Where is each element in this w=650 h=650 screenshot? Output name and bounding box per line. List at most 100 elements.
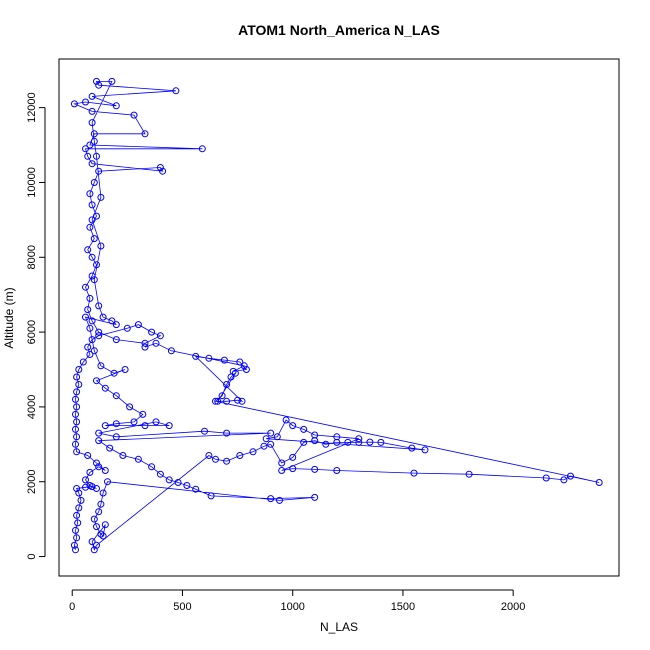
data-point <box>267 495 275 503</box>
data-point <box>223 381 231 388</box>
data-point <box>84 246 92 254</box>
data-point <box>84 306 92 314</box>
data-point <box>93 152 100 160</box>
y-tick-label: 6000 <box>26 320 38 344</box>
data-point <box>93 523 100 531</box>
data-point <box>108 317 116 325</box>
data-point <box>86 482 94 489</box>
data-point <box>156 332 164 340</box>
data-point <box>205 354 213 362</box>
data-point <box>95 81 103 89</box>
data-point <box>106 444 114 452</box>
data-point <box>74 519 82 527</box>
data-point <box>101 384 109 392</box>
data-point <box>72 410 79 418</box>
data-point <box>75 366 83 373</box>
data-point <box>207 492 215 500</box>
data-point <box>82 313 89 321</box>
data-point <box>72 440 79 448</box>
data-point <box>82 483 89 491</box>
data-point <box>95 508 103 516</box>
data-point <box>90 276 98 284</box>
data-point <box>192 485 200 493</box>
y-tick-label: 4000 <box>26 395 38 419</box>
data-point <box>366 438 374 446</box>
data-point <box>112 336 120 344</box>
data-point <box>73 418 81 426</box>
data-point <box>73 433 81 441</box>
x-tick-label: 1500 <box>391 601 415 613</box>
data-point <box>267 440 275 448</box>
data-point <box>282 416 290 424</box>
data-point <box>262 435 270 443</box>
data-point <box>88 538 96 546</box>
data-point <box>249 448 257 456</box>
x-tick-label: 500 <box>173 601 191 613</box>
data-point <box>88 336 96 344</box>
y-tick-label: 10000 <box>26 167 38 198</box>
data-point <box>174 479 182 486</box>
data-point <box>97 242 105 250</box>
data-point <box>73 403 81 411</box>
data-point <box>88 201 96 209</box>
x-tick-label: 2000 <box>501 601 525 613</box>
data-point <box>289 465 297 473</box>
data-point <box>214 397 222 405</box>
data-point <box>205 452 213 459</box>
data-point <box>95 302 103 310</box>
data-point <box>410 469 418 477</box>
data-point <box>70 100 78 108</box>
data-point <box>141 343 149 351</box>
data-point <box>567 472 574 480</box>
data-point <box>465 470 473 478</box>
data-point <box>355 438 363 446</box>
data-point <box>110 369 118 377</box>
data-point <box>134 321 142 329</box>
data-point <box>238 397 246 405</box>
data-point <box>73 388 81 396</box>
data-point <box>108 77 116 85</box>
data-point <box>289 453 297 461</box>
data-point <box>97 500 105 508</box>
data-point <box>112 392 120 400</box>
data-point <box>99 313 107 321</box>
y-tick-label: 2000 <box>26 469 38 493</box>
x-tick-label: 1000 <box>280 601 304 613</box>
data-point <box>212 397 219 405</box>
data-point <box>90 515 98 523</box>
data-point <box>152 418 160 426</box>
data-point <box>240 362 248 370</box>
data-point <box>72 395 79 403</box>
data-point <box>88 272 96 280</box>
data-point <box>408 444 416 452</box>
data-point <box>311 493 319 501</box>
data-point <box>86 351 94 358</box>
data-point <box>165 476 173 484</box>
data-point <box>93 541 100 549</box>
data-point <box>165 422 173 430</box>
data-point <box>86 468 94 476</box>
data-point <box>88 317 96 325</box>
data-point <box>93 212 100 220</box>
data-point <box>344 438 352 446</box>
data-point <box>139 410 147 418</box>
data-point <box>95 167 103 175</box>
data-point <box>333 433 341 441</box>
data-point <box>72 546 79 554</box>
data-point <box>99 532 107 540</box>
data-point <box>234 396 242 404</box>
data-point <box>93 459 100 467</box>
data-point <box>73 511 81 519</box>
data-point <box>126 403 134 411</box>
data-point <box>112 321 120 329</box>
x-axis: 0 500 1000 1500 2000 <box>69 589 525 613</box>
data-point <box>223 397 231 405</box>
data-point <box>333 467 341 474</box>
data-point <box>73 448 81 456</box>
data-point <box>156 470 164 478</box>
data-point <box>88 160 96 168</box>
data-point <box>90 347 98 355</box>
data-point <box>192 352 200 360</box>
data-point <box>223 429 231 437</box>
